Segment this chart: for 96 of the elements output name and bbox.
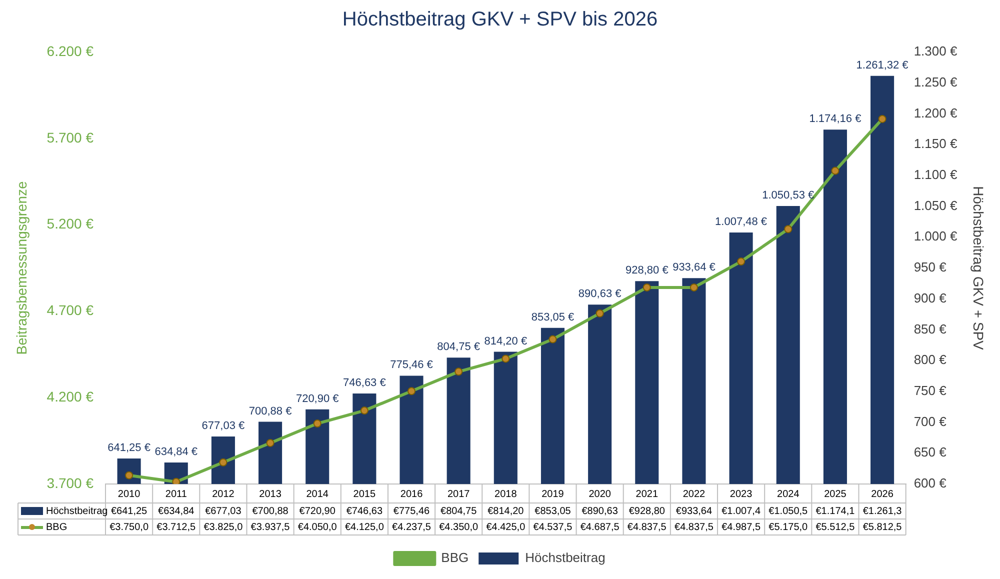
text: Höchstbeitrag — [46, 506, 108, 517]
y-tick-label: 5.200 € — [46, 216, 94, 232]
chart-title: Höchstbeitrag GKV + SPV bis 2026 — [342, 8, 658, 31]
y2-tick-label: 750 € — [914, 383, 948, 398]
x-tick-label: 2010 — [118, 488, 141, 500]
text: €933,64 — [676, 506, 712, 517]
x-tick-label: 2020 — [588, 488, 612, 500]
data-label: 1.050,53 € — [762, 189, 814, 202]
data-label: €3.712,5 — [156, 522, 196, 533]
data-label: 804,75 € — [437, 341, 480, 354]
data-label: €4.687,5 — [580, 522, 620, 533]
y2-tick-label: 700 € — [914, 414, 948, 429]
y2-tick-label: 900 € — [914, 290, 948, 306]
data-label: 890,63 € — [578, 288, 622, 300]
data-label: 814,20 € — [484, 335, 528, 348]
x-tick-label: 2025 — [824, 488, 847, 500]
x-tick-label: 2023 — [730, 488, 753, 500]
y2-tick-label: 1.200 € — [914, 105, 958, 120]
data-label: €5.812,5 — [862, 522, 902, 533]
x-tick-label: 2026 — [871, 488, 894, 500]
x-tick-label: 2024 — [777, 488, 800, 500]
y-tick-label: 5.700 € — [46, 129, 94, 146]
text: €1.050,5 — [768, 506, 808, 517]
text: €1.007,4 — [722, 506, 761, 517]
text: €634,84 — [158, 506, 195, 517]
y2-tick-label: 1.300 € — [914, 44, 958, 59]
y2-tick-label: 1.100 € — [914, 167, 958, 182]
data-label: 933,64 € — [672, 262, 716, 274]
data-label: 746,63 € — [343, 377, 386, 390]
data-label: 1.261,32 € — [856, 59, 908, 72]
x-tick-label: 2014 — [306, 488, 329, 500]
data-label: 1.174,16 € — [809, 113, 862, 126]
y2-axis-title: Höchstbeitrag GKV + SPV — [970, 186, 987, 351]
text: €804,75 — [440, 506, 478, 517]
data-label: €4.837,5 — [674, 522, 714, 533]
data-label: €4.987,5 — [722, 522, 761, 533]
x-tick-label: 2011 — [165, 488, 188, 500]
data-label: 775,46 € — [390, 359, 433, 372]
y2-tick-label: 1.250 € — [914, 74, 958, 90]
text: €853,05 — [534, 506, 572, 517]
text: €775,46 — [393, 506, 430, 517]
data-label: €4.350,0 — [439, 522, 478, 533]
text: €928,80 — [628, 506, 666, 517]
x-tick-label: 2022 — [682, 488, 706, 500]
data-label: €3.937,5 — [250, 522, 290, 533]
text: €890,63 — [582, 506, 618, 517]
y2-tick-label: 950 € — [914, 260, 948, 275]
y2-tick-label: 1.000 € — [914, 228, 958, 244]
data-label: 677,03 € — [202, 420, 245, 432]
data-label: 634,84 € — [154, 446, 198, 458]
x-tick-label: 2015 — [353, 488, 376, 500]
x-tick-label: 2021 — [636, 488, 658, 500]
y-tick-label: 4.700 € — [46, 302, 94, 318]
data-label: 853,05 € — [531, 311, 574, 324]
data-label: 700,88 € — [248, 405, 292, 418]
data-label: €5.512,5 — [816, 522, 856, 533]
legend-label: Höchstbeitrag — [525, 550, 606, 566]
x-tick-label: 2018 — [494, 488, 518, 500]
y2-tick-label: 600 € — [914, 476, 948, 491]
x-tick-label: 2012 — [212, 488, 235, 500]
data-label: €4.837,5 — [627, 522, 667, 533]
data-label: €4.425,0 — [486, 522, 526, 533]
data-label: €4.125,0 — [344, 522, 384, 533]
text: €700,88 — [252, 506, 289, 517]
data-label: €4.237,5 — [392, 522, 432, 533]
x-tick-label: 2016 — [400, 488, 424, 500]
data-label: €4.537,5 — [533, 522, 573, 533]
data-label: 1.007,48 € — [715, 216, 768, 228]
text: €1.261,3 — [862, 506, 902, 517]
data-label: 720,90 € — [296, 392, 339, 405]
y2-tick-label: 1.150 € — [914, 136, 958, 152]
y2-tick-label: 650 € — [914, 444, 948, 460]
text: €814,20 — [488, 506, 524, 517]
data-label: €4.050,0 — [298, 522, 338, 533]
y2-tick-label: 800 € — [914, 352, 948, 368]
data-label: €3.750,0 — [110, 522, 149, 533]
x-tick-label: 2017 — [447, 488, 470, 500]
y2-tick-label: 850 € — [914, 321, 948, 336]
text: €1.174,1 — [816, 506, 856, 517]
text: €746,63 — [346, 506, 383, 517]
legend-label: BBG — [441, 550, 469, 566]
data-label: €5.175,0 — [768, 522, 808, 533]
text: €677,03 — [205, 506, 242, 517]
data-label: 641,25 € — [108, 442, 150, 454]
text: €641,25 — [110, 506, 148, 517]
x-tick-label: 2019 — [542, 488, 564, 500]
y-tick-label: 6.200 € — [46, 42, 94, 59]
text: €720,90 — [299, 506, 336, 517]
data-label: €3.825,0 — [204, 522, 244, 533]
x-tick-label: 2013 — [259, 488, 282, 500]
y-tick-label: 4.200 € — [46, 388, 94, 404]
text: BBG — [46, 522, 68, 533]
y-tick-label: 3.700 € — [46, 474, 94, 491]
y-axis-title: Beitragsbemessungsgrenze — [13, 181, 30, 355]
data-label: 928,80 € — [625, 264, 668, 277]
y2-tick-label: 1.050 € — [914, 198, 958, 213]
